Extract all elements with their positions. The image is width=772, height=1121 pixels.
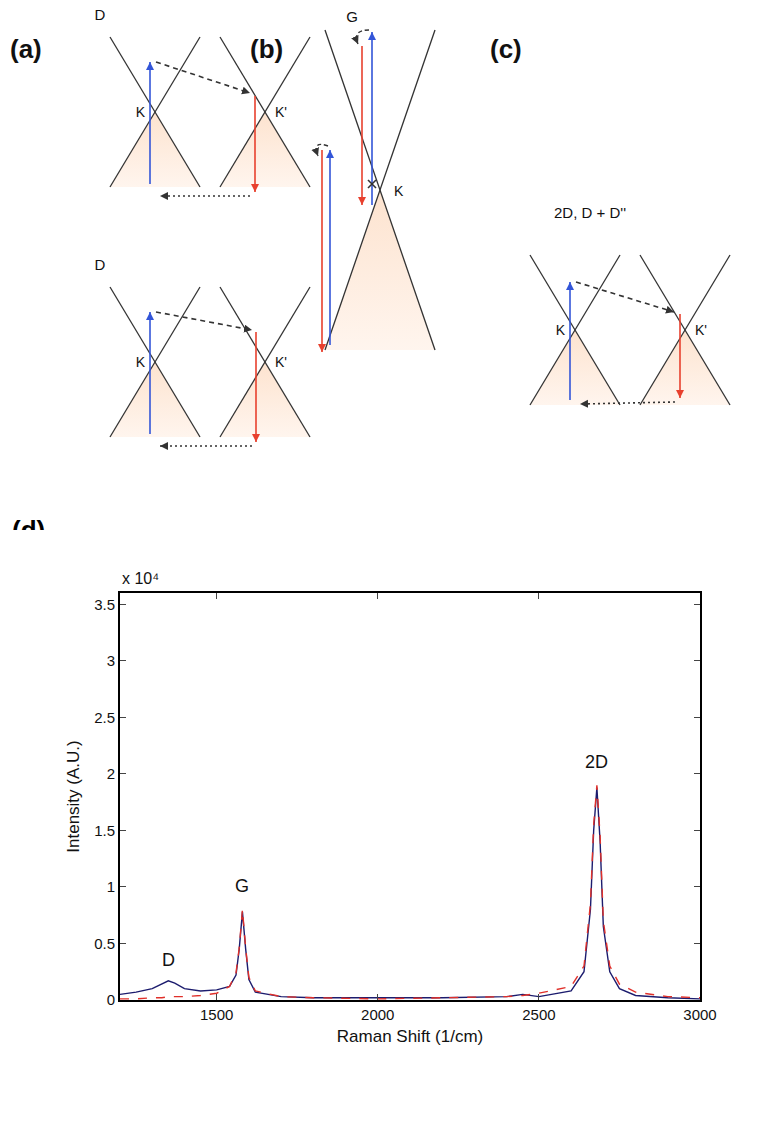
svg-text:K': K' xyxy=(275,354,287,370)
svg-text:1500: 1500 xyxy=(200,1006,233,1023)
svg-text:D: D xyxy=(95,256,106,273)
svg-text:K: K xyxy=(136,354,146,370)
svg-text:2500: 2500 xyxy=(522,1006,555,1023)
svg-text:x 10⁴: x 10⁴ xyxy=(122,570,159,587)
svg-text:Raman Shift (1/cm): Raman Shift (1/cm) xyxy=(337,1027,483,1046)
svg-text:K: K xyxy=(394,183,404,199)
svg-text:(c): (c) xyxy=(490,34,522,64)
svg-text:0: 0 xyxy=(107,991,115,1008)
svg-text:D: D xyxy=(162,950,175,970)
svg-text:G: G xyxy=(346,8,358,25)
svg-text:3.5: 3.5 xyxy=(94,596,115,613)
svg-text:1: 1 xyxy=(107,878,115,895)
svg-text:K: K xyxy=(136,104,146,120)
svg-text:2: 2 xyxy=(107,765,115,782)
svg-text:2D: 2D xyxy=(585,752,608,772)
svg-text:2.5: 2.5 xyxy=(94,709,115,726)
svg-text:1.5: 1.5 xyxy=(94,822,115,839)
svg-text:G: G xyxy=(235,876,249,896)
html-text:(d): (d) xyxy=(12,515,46,545)
svg-text:D: D xyxy=(95,6,106,23)
svg-text:0.5: 0.5 xyxy=(94,935,115,952)
svg-text:(a): (a) xyxy=(10,34,42,64)
svg-text:K': K' xyxy=(275,104,287,120)
svg-text:3: 3 xyxy=(107,652,115,669)
svg-text:Intensity (A.U.): Intensity (A.U.) xyxy=(64,740,83,852)
svg-text:2D, D + D'': 2D, D + D'' xyxy=(554,204,626,221)
svg-text:(b): (b) xyxy=(250,34,283,64)
svg-text:3000: 3000 xyxy=(683,1006,716,1023)
svg-text:K': K' xyxy=(695,322,707,338)
svg-text:K: K xyxy=(556,322,566,338)
svg-text:2000: 2000 xyxy=(361,1006,394,1023)
